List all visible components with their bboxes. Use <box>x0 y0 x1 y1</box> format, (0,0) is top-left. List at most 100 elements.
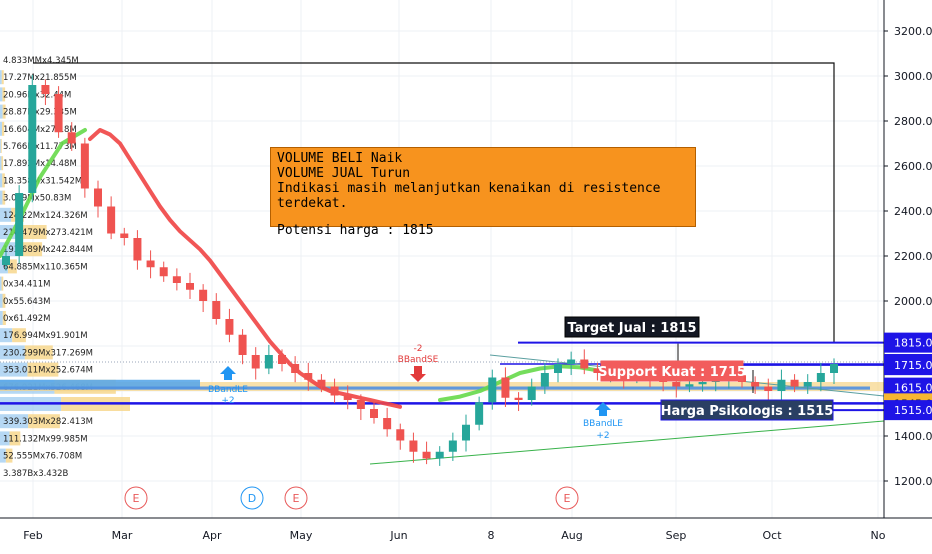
volume-label: 5.766Mx11.773M <box>3 142 77 152</box>
y-tick-label: 2400.0 <box>894 205 932 218</box>
volume-label: 17.892Mx14.48M <box>3 159 77 169</box>
bbandle-arrow-2 <box>595 402 611 416</box>
volume-label: 0x55.643M <box>3 297 51 307</box>
candle-body <box>803 382 812 387</box>
candle-body <box>330 386 339 396</box>
y-tick-label: 3200.0 <box>894 25 932 38</box>
candle-body <box>278 355 286 364</box>
volume-label: 20.96Mx32.44M <box>3 90 71 100</box>
volume-label: 0x34.411M <box>3 280 51 290</box>
x-tick-label: No <box>871 529 886 542</box>
candle-body <box>672 382 681 387</box>
y-tick-label: 1400.0 <box>894 430 932 443</box>
candle-body <box>107 206 116 234</box>
analysis-note: VOLUME BELI Naik VOLUME JUAL Turun Indik… <box>270 147 696 238</box>
candle-body <box>159 267 168 277</box>
volume-label: 210.479Mx273.421M <box>3 228 93 238</box>
support-label-box <box>600 360 744 382</box>
x-tick-label: Sep <box>666 529 687 542</box>
candle-body <box>356 400 365 409</box>
candle-body <box>133 238 142 261</box>
psych-label-text: Harga Psikologis : 1515 <box>661 404 834 419</box>
candle-body <box>554 364 562 373</box>
event-marker <box>284 486 308 510</box>
candle-body <box>28 85 37 193</box>
candle-body <box>435 451 444 459</box>
candle-body <box>567 359 576 364</box>
chart-labels: Target Jual : 1815 Support Kuat : 1715 Har… <box>208 316 834 441</box>
volume-bar-buy <box>0 139 1 153</box>
candle-body <box>396 429 405 441</box>
candle-body <box>527 386 536 400</box>
volume-label: 124.22Mx124.326M <box>3 211 88 221</box>
price-tag-text: 1815.0 <box>894 337 932 350</box>
y-tick-label: 2800.0 <box>894 115 932 128</box>
volume-bar-buy <box>0 259 8 274</box>
candle-body <box>475 402 484 425</box>
volume-label: 111.132Mx99.985M <box>3 434 88 444</box>
y-tick-label: 2200.0 <box>894 250 932 263</box>
candle-body <box>764 386 773 391</box>
volume-label: 3.059Mx50.83M <box>3 194 71 204</box>
candle-body <box>540 373 549 387</box>
note-line-1: VOLUME BELI Naik <box>277 151 403 166</box>
volume-bar-buy <box>0 207 12 222</box>
candle-body <box>225 319 234 335</box>
volume-label: 230.299Mx317.269M <box>3 348 93 358</box>
volume-bar-buy <box>0 448 6 463</box>
price-tag-box <box>884 377 932 398</box>
candle-body <box>54 94 63 133</box>
note-spacer <box>277 211 689 223</box>
event-letter: E <box>564 492 571 505</box>
event-letter: D <box>248 492 256 505</box>
bbandle-label-2: BBandLE <box>583 419 623 429</box>
volume-bar-buy <box>0 311 3 325</box>
moving-average-line <box>88 128 402 409</box>
volume-profile: 4.833MMx4.345M 17.27Mx21.855M 20.96Mx32.44… <box>0 56 884 479</box>
volume-bar-sell <box>1 156 4 171</box>
candle-body <box>317 379 326 387</box>
candle-body <box>790 379 799 387</box>
candle-body <box>422 451 431 459</box>
volume-bar-buy <box>0 293 3 308</box>
volume-bar-sell <box>2 173 5 188</box>
volume-bar-sell <box>12 328 26 343</box>
volume-label: 353.011Mx252.674M <box>3 366 93 376</box>
candle-body <box>146 260 155 268</box>
volume-bar-buy <box>0 431 10 446</box>
event-marker <box>124 486 148 510</box>
price-tag-box <box>884 355 932 376</box>
range-connector <box>33 62 835 343</box>
psych-label-box <box>660 399 834 421</box>
volume-bar-sell <box>7 259 17 274</box>
psych-label: Harga Psikologis : 1515 <box>660 399 834 421</box>
event-marker <box>555 486 579 510</box>
candle-body <box>593 368 602 373</box>
target-label-text: Target Jual : 1815 <box>568 321 697 336</box>
volume-bar-sell <box>19 242 43 257</box>
candle-body <box>67 132 76 144</box>
volume-label: 339.303Mx282.413M <box>3 417 93 427</box>
candle-body <box>685 384 694 387</box>
candle-body <box>409 440 418 452</box>
bbandle-count: +2 <box>221 396 234 406</box>
x-tick-label: Jun <box>389 529 407 542</box>
bbandse-count: -2 <box>414 344 423 354</box>
volume-bar-buy <box>0 276 2 291</box>
candle-body <box>383 418 392 430</box>
volume-label: 176.994Mx91.901M <box>3 331 88 341</box>
candle-body <box>698 382 707 385</box>
candle-body <box>343 395 352 400</box>
volume-label: 0x61.492M <box>3 314 51 324</box>
volume-label: 28.87Mx29.335M <box>3 108 77 118</box>
x-tick-label: Mar <box>112 529 133 542</box>
volume-bar-buy <box>0 190 3 205</box>
candle-body <box>2 256 10 265</box>
price-tag-text: 1615.0 <box>894 382 932 395</box>
x-tick-label: Oct <box>762 529 782 542</box>
note-line-3: Indikasi masih melanjutkan kenaikan di r… <box>277 181 661 211</box>
support-label: Support Kuat : 1715 <box>598 360 746 382</box>
